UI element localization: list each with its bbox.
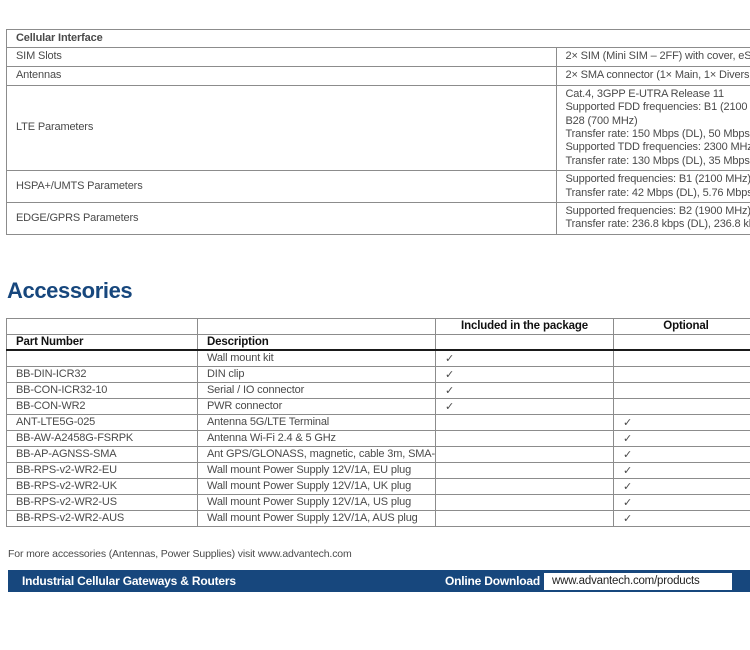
accessory-row: Wall mount kit ✓	[6, 349, 750, 367]
empty-header-cell	[613, 333, 750, 351]
description-cell: Wall mount Power Supply 12V/1A, EU plug	[197, 461, 436, 479]
accessory-row: ANT-LTE5G-025 Antenna 5G/LTE Terminal ✓	[6, 413, 750, 431]
empty-header-cell	[6, 318, 198, 335]
spec-row: HSPA+/UMTS Parameters Supported frequenci…	[6, 170, 750, 204]
included-check	[435, 493, 614, 511]
included-check	[435, 445, 614, 463]
included-check	[435, 509, 614, 527]
description-cell: Wall mount Power Supply 12V/1A, UK plug	[197, 477, 436, 495]
description-cell: Antenna 5G/LTE Terminal	[197, 413, 436, 431]
description-cell: Antenna Wi-Fi 2.4 & 5 GHz	[197, 429, 436, 447]
part-number-cell: BB-RPS-v2-WR2-US	[6, 493, 198, 511]
accessories-heading: Accessories	[7, 278, 133, 303]
empty-header-cell	[435, 333, 614, 351]
spec-label: Antennas	[6, 65, 557, 86]
description-cell: Wall mount Power Supply 12V/1A, AUS plug	[197, 509, 436, 527]
description-cell: PWR connector	[197, 397, 436, 415]
description-cell: Ant GPS/GLONASS, magnetic, cable 3m, SMA…	[197, 445, 436, 463]
cellular-table-title: Cellular Interface	[6, 28, 750, 49]
optional-check	[613, 397, 750, 415]
footer-bar: Industrial Cellular Gateways & Routers O…	[8, 570, 750, 592]
description-column-header: Description	[197, 333, 436, 351]
accessories-header-row-bottom: Part Number Description	[6, 333, 750, 351]
spec-value: Supported frequencies: B2 (1900 MHz), B3…	[555, 202, 750, 235]
accessory-row: BB-RPS-v2-WR2-US Wall mount Power Supply …	[6, 493, 750, 511]
spec-value: Supported frequencies: B1 (2100 MHz), B2…	[555, 170, 750, 204]
accessory-row: BB-CON-WR2 PWR connector ✓	[6, 397, 750, 415]
accessory-row: BB-RPS-v2-WR2-AUS Wall mount Power Supply…	[6, 509, 750, 527]
spec-value: 2× SMA connector (1× Main, 1× Diversity)	[555, 65, 750, 86]
optional-check: ✓	[613, 493, 750, 511]
spec-label: LTE Parameters	[6, 84, 557, 172]
part-number-cell	[6, 349, 198, 367]
included-check	[435, 461, 614, 479]
included-check: ✓	[435, 397, 614, 415]
spec-row: SIM Slots 2× SIM (Mini SIM – 2FF) with co…	[6, 47, 750, 67]
accessory-row: BB-DIN-ICR32 DIN clip ✓	[6, 365, 750, 383]
included-check: ✓	[435, 365, 614, 383]
part-number-cell: BB-DIN-ICR32	[6, 365, 198, 383]
optional-check: ✓	[613, 445, 750, 463]
accessories-table: Included in the package Optional Part Nu…	[6, 318, 750, 527]
optional-check: ✓	[613, 477, 750, 495]
spec-label: HSPA+/UMTS Parameters	[6, 170, 557, 204]
part-number-cell: BB-AP-AGNSS-SMA	[6, 445, 198, 463]
accessories-table-body: Wall mount kit ✓ BB-DIN-ICR32 DIN clip ✓ BB-C…	[6, 349, 750, 527]
included-check	[435, 413, 614, 431]
included-check	[435, 477, 614, 495]
part-number-cell: BB-RPS-v2-WR2-AUS	[6, 509, 198, 527]
included-check	[435, 429, 614, 447]
part-number-cell: BB-RPS-v2-WR2-EU	[6, 461, 198, 479]
accessory-row: BB-RPS-v2-WR2-EU Wall mount Power Supply …	[6, 461, 750, 479]
spec-row: EDGE/GPRS Parameters Supported frequencie…	[6, 202, 750, 235]
optional-check: ✓	[613, 461, 750, 479]
optional-check: ✓	[613, 429, 750, 447]
part-number-column-header: Part Number	[6, 333, 198, 351]
optional-check	[613, 381, 750, 399]
accessories-header-row-top: Included in the package Optional	[6, 318, 750, 335]
optional-check	[613, 365, 750, 383]
description-cell: Serial / IO connector	[197, 381, 436, 399]
accessory-row: BB-CON-ICR32-10 Serial / IO connector ✓	[6, 381, 750, 399]
included-column-header: Included in the package	[435, 318, 614, 335]
spec-label: SIM Slots	[6, 47, 557, 67]
description-cell: DIN clip	[197, 365, 436, 383]
part-number-cell: BB-CON-ICR32-10	[6, 381, 198, 399]
description-cell: Wall mount kit	[197, 349, 436, 367]
optional-column-header: Optional	[613, 318, 750, 335]
accessories-footnote: For more accessories (Antennas, Power Su…	[8, 548, 352, 560]
spec-row: LTE Parameters Cat.4, 3GPP E-UTRA Release…	[6, 84, 750, 172]
cellular-table-body: SIM Slots 2× SIM (Mini SIM – 2FF) with co…	[6, 47, 750, 235]
part-number-cell: BB-RPS-v2-WR2-UK	[6, 477, 198, 495]
description-cell: Wall mount Power Supply 12V/1A, US plug	[197, 493, 436, 511]
cellular-interface-table: Cellular Interface SIM Slots 2× SIM (Mini…	[6, 28, 750, 235]
part-number-cell: ANT-LTE5G-025	[6, 413, 198, 431]
spec-value: 2× SIM (Mini SIM – 2FF) with cover, eSIM…	[555, 47, 750, 67]
empty-header-cell	[197, 318, 436, 335]
accessory-row: BB-AP-AGNSS-SMA Ant GPS/GLONASS, magnetic…	[6, 445, 750, 463]
optional-check: ✓	[613, 413, 750, 431]
spec-value: Cat.4, 3GPP E-UTRA Release 11 Supported …	[555, 84, 750, 172]
cellular-table-title-row: Cellular Interface	[6, 28, 750, 49]
online-download-label: Online Download	[445, 574, 540, 588]
included-check: ✓	[435, 349, 614, 367]
optional-check	[613, 349, 750, 367]
included-check: ✓	[435, 381, 614, 399]
optional-check: ✓	[613, 509, 750, 527]
footer-product-family-label: Industrial Cellular Gateways & Routers	[22, 574, 236, 588]
part-number-cell: BB-CON-WR2	[6, 397, 198, 415]
part-number-cell: BB-AW-A2458G-FSRPK	[6, 429, 198, 447]
spec-row: Antennas 2× SMA connector (1× Main, 1× Di…	[6, 65, 750, 86]
spec-label: EDGE/GPRS Parameters	[6, 202, 557, 235]
accessory-row: BB-AW-A2458G-FSRPK Antenna Wi-Fi 2.4 & 5 …	[6, 429, 750, 447]
accessory-row: BB-RPS-v2-WR2-UK Wall mount Power Supply …	[6, 477, 750, 495]
online-download-url-link[interactable]: www.advantech.com/products	[544, 572, 732, 590]
